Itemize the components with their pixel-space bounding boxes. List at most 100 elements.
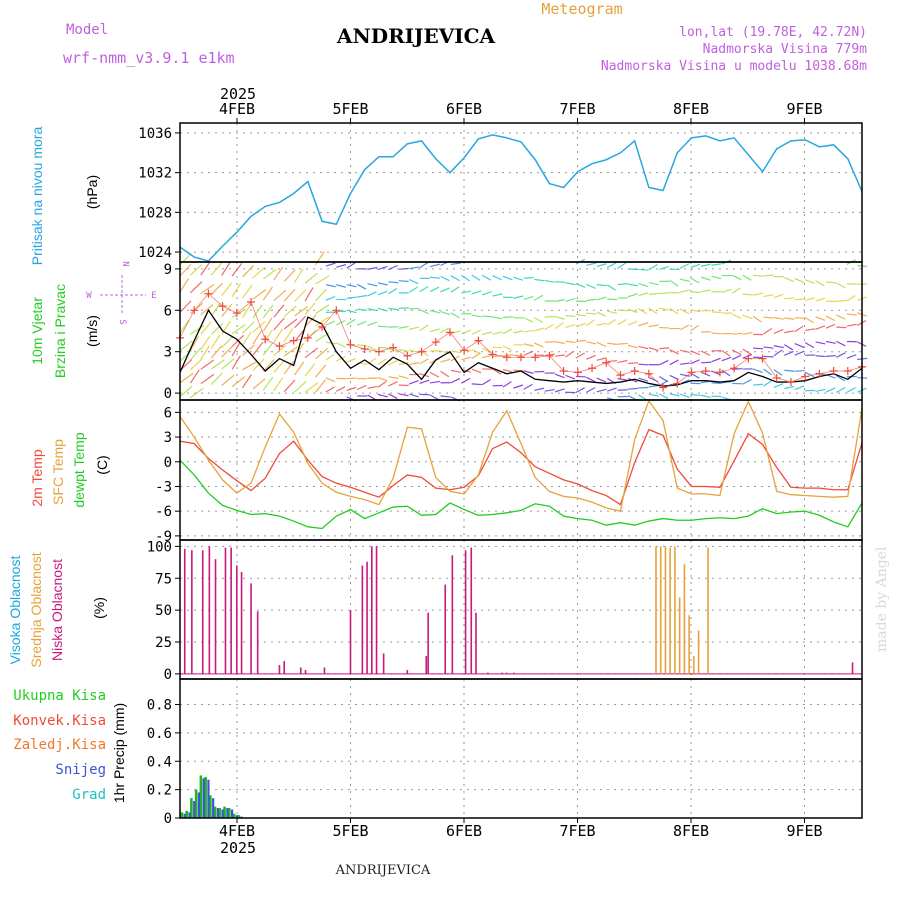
compass-east: E bbox=[151, 291, 156, 301]
wind-barb bbox=[325, 377, 336, 383]
wind-barb bbox=[283, 288, 296, 302]
wind-barb bbox=[388, 287, 398, 295]
wind-barb bbox=[711, 275, 722, 280]
wind-barb bbox=[534, 387, 545, 391]
wind-barb bbox=[429, 309, 440, 314]
wind-barb bbox=[179, 340, 193, 352]
wind-barb bbox=[763, 294, 774, 298]
precip-legend: Ukupna Kisa Konvek.Kisa Zaledj.Kisa Snij… bbox=[13, 688, 127, 803]
wind-barb bbox=[262, 376, 274, 391]
wind-gust-marker bbox=[687, 368, 696, 377]
wind-barb bbox=[242, 374, 252, 389]
wind-gust-marker bbox=[332, 306, 341, 315]
y-tick-label: 1032 bbox=[138, 166, 172, 182]
wind-barb bbox=[836, 314, 846, 320]
wind-barb bbox=[283, 379, 296, 393]
wind-barb bbox=[554, 322, 564, 329]
wind-ylabel-line1: 10m Vjetar bbox=[29, 297, 45, 365]
wind-gust-marker bbox=[374, 347, 383, 356]
precip-snow-bar bbox=[202, 778, 205, 818]
wind-barb bbox=[753, 383, 764, 386]
wind-barb bbox=[440, 327, 450, 334]
wind-barb bbox=[190, 325, 205, 335]
wind-barb bbox=[314, 379, 326, 393]
temp-ylabel-line3: dewpt Temp bbox=[71, 432, 87, 507]
wind-barb bbox=[721, 380, 732, 384]
wind-barb bbox=[315, 275, 330, 285]
wind-barb bbox=[534, 327, 545, 332]
wind-barb bbox=[606, 284, 616, 291]
wind-barb bbox=[502, 368, 513, 373]
watermark: made by Angel bbox=[874, 546, 890, 652]
wind-barb bbox=[398, 348, 409, 353]
wind-barb bbox=[294, 380, 307, 393]
y-tick-label: 3 bbox=[164, 430, 172, 446]
wind-barb bbox=[336, 264, 347, 268]
wind-barb bbox=[461, 329, 471, 335]
wind-barb bbox=[440, 395, 451, 398]
panel-frame bbox=[179, 539, 863, 680]
wind-barbs bbox=[179, 251, 868, 402]
wind-barb bbox=[596, 377, 607, 383]
wind-barb bbox=[200, 304, 214, 316]
wind-barb bbox=[502, 275, 513, 281]
wind-barb bbox=[638, 282, 649, 288]
tick-layer: 1024 1028 1032 1036 0 3 6 9 -9 -6 -3 0 3 6 0 25 50 75 100 0… bbox=[138, 118, 805, 827]
wind-barb bbox=[773, 383, 784, 388]
wind-barb bbox=[471, 314, 482, 318]
wind-barb bbox=[544, 315, 555, 318]
wind-barb bbox=[659, 347, 670, 350]
wind-barb bbox=[336, 386, 346, 392]
wind-barb bbox=[523, 329, 534, 333]
wind-barb bbox=[461, 377, 471, 384]
wind-barb bbox=[659, 292, 670, 295]
wind-barb bbox=[294, 268, 304, 283]
wind-barb bbox=[450, 369, 461, 373]
wind-barb bbox=[492, 316, 503, 320]
wind-barb bbox=[304, 272, 318, 284]
wind-barb bbox=[638, 292, 649, 297]
wind-barb bbox=[617, 309, 628, 312]
wind-barb bbox=[200, 283, 215, 295]
wind-barb bbox=[773, 329, 784, 335]
wind-barb bbox=[409, 379, 419, 385]
wind-barb bbox=[627, 293, 638, 298]
wind-barb bbox=[304, 347, 319, 359]
wind-barb bbox=[294, 289, 307, 302]
wind-barb bbox=[544, 388, 555, 392]
wind-barb bbox=[210, 262, 223, 276]
wind-barb bbox=[805, 297, 815, 302]
wind-barb bbox=[627, 283, 639, 287]
wind-gust-marker bbox=[786, 378, 795, 387]
wind-barb bbox=[242, 344, 255, 356]
wind-barb bbox=[367, 321, 378, 327]
wind-barb bbox=[523, 295, 534, 300]
y-tick-label: 6 bbox=[164, 405, 172, 421]
wind-barb bbox=[492, 346, 503, 349]
wind-barb bbox=[544, 323, 554, 331]
model-name: wrf-nmm_v3.9.1 e1km bbox=[63, 49, 235, 67]
wind-barb bbox=[638, 308, 648, 315]
wind-barb bbox=[523, 370, 534, 374]
wind-barb bbox=[377, 290, 388, 296]
wind-barb bbox=[513, 295, 524, 299]
wind-barb bbox=[252, 342, 264, 356]
wind-barb bbox=[627, 308, 638, 314]
wind-barb bbox=[482, 354, 493, 359]
wind-barb bbox=[575, 313, 586, 317]
wind-barb bbox=[450, 275, 460, 282]
wind-barb bbox=[273, 344, 287, 356]
legend-ukupna-kisa: Ukupna Kisa bbox=[13, 688, 106, 704]
wind-barb bbox=[523, 276, 534, 279]
precip-total-bar bbox=[232, 813, 236, 818]
wind-barb bbox=[190, 358, 203, 371]
top-day-label: 8FEB bbox=[673, 100, 709, 118]
wind-gust-marker bbox=[502, 353, 511, 362]
wind-barb bbox=[346, 309, 357, 314]
wind-barb bbox=[367, 266, 378, 270]
wind-barb bbox=[690, 309, 701, 313]
wind-barb bbox=[492, 354, 503, 358]
wind-barb bbox=[680, 349, 691, 354]
wind-barb bbox=[721, 350, 731, 357]
wind-barb bbox=[565, 350, 575, 358]
